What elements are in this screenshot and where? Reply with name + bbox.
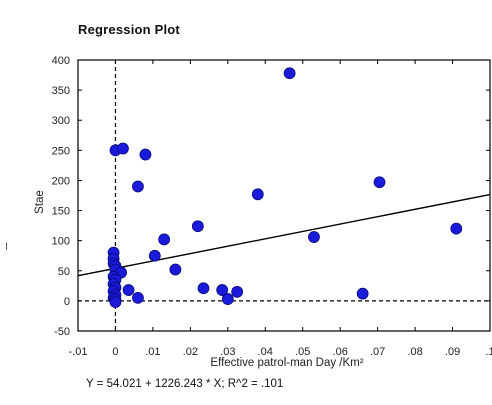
x-tick-label: .1 (485, 346, 492, 358)
ticks-layer: -.01 0 .01 .02 .03 .04 .05 .06 .07 .08 .09 .1 -50 0 50… (52, 55, 492, 358)
x-tick-label: .07 (370, 346, 385, 358)
y-axis-title-group: Stae (34, 190, 46, 214)
data-point (117, 142, 129, 155)
data-point (148, 249, 161, 262)
y-tick-label: -50 (54, 326, 70, 338)
data-point (139, 148, 152, 161)
ref-lines-layer (78, 60, 490, 331)
regression-line-layer (77, 193, 491, 277)
data-point (132, 291, 144, 304)
x-tick-label: .01 (145, 346, 160, 358)
data-point (122, 284, 135, 296)
data-point (169, 263, 182, 276)
stray-mark: I (5, 241, 9, 253)
x-tick-label: .09 (445, 346, 460, 358)
data-point (231, 285, 244, 298)
data-point (373, 176, 386, 189)
y-tick-label: 300 (52, 115, 70, 127)
y-axis-title: Stae (34, 190, 46, 214)
y-tick-label: 150 (52, 206, 70, 218)
data-point (308, 231, 320, 243)
y-tick-label: 350 (52, 85, 70, 97)
data-point (109, 296, 122, 308)
regression-equation: Y = 54.021 + 1226.243 * X; R^2 = .101 (86, 378, 284, 390)
data-point (356, 287, 369, 300)
x-tick-label: .04 (258, 346, 273, 358)
x-tick-label: .05 (295, 346, 310, 358)
x-tick-label: .02 (183, 346, 198, 358)
data-point (191, 220, 204, 233)
y-tick-label: 100 (52, 236, 70, 248)
data-point (283, 67, 296, 80)
points-layer (107, 67, 463, 308)
y-tick-label: 50 (58, 266, 70, 278)
x-tick-label: 0 (112, 346, 118, 358)
y-tick-label: 0 (64, 296, 70, 308)
x-tick-label: -.01 (69, 346, 88, 358)
data-point (221, 293, 234, 305)
regression-line (77, 193, 491, 277)
y-tick-label: 400 (52, 55, 70, 67)
data-point (132, 180, 144, 193)
data-point (216, 284, 229, 296)
data-point (251, 188, 264, 201)
data-point (158, 233, 171, 246)
x-tick-label: .06 (333, 346, 348, 358)
data-point (197, 282, 210, 295)
plot-frame (77, 59, 491, 332)
y-tick-label: 200 (52, 175, 70, 187)
x-tick-label: .08 (407, 346, 422, 358)
x-tick-label: .03 (220, 346, 235, 358)
chart-title: Regression Plot (78, 22, 180, 37)
data-point (450, 222, 463, 235)
x-axis-title: Effective patrol-man Day /Km² (210, 357, 363, 369)
y-tick-label: 250 (52, 145, 70, 157)
